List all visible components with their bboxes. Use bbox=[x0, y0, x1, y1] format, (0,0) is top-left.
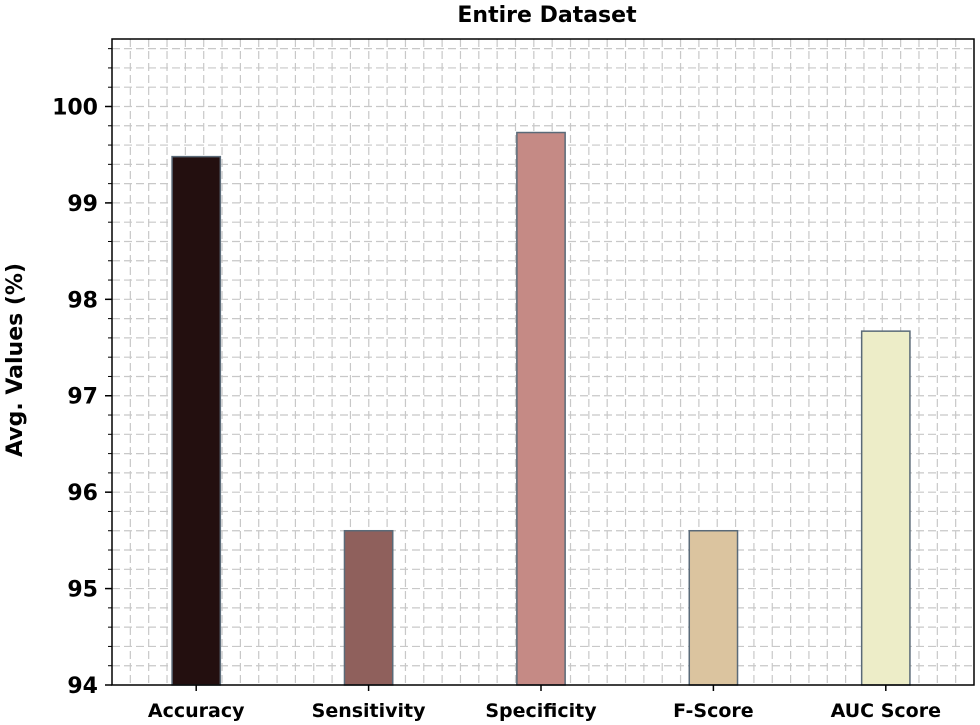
x-tick-label: Specificity bbox=[485, 700, 597, 722]
x-tick-label: F-Score bbox=[673, 700, 754, 722]
plot-area: Accuracy Sensitivity Specificity F-Score AUC… bbox=[52, 38, 975, 722]
y-tick-label: 100 bbox=[52, 95, 98, 120]
plot-frame bbox=[111, 38, 975, 686]
y-tick-label: 94 bbox=[67, 674, 98, 699]
bar-specificity bbox=[516, 131, 566, 686]
chart-title: Entire Dataset bbox=[457, 3, 637, 28]
y-tick-label: 97 bbox=[67, 385, 98, 410]
y-tick-label: 99 bbox=[67, 192, 98, 217]
bar-accuracy bbox=[171, 155, 222, 686]
x-tick-label: Sensitivity bbox=[312, 700, 426, 722]
y-tick-label: 98 bbox=[67, 288, 98, 313]
bar-sensitivity bbox=[343, 529, 394, 686]
y-axis-label: Avg. Values (%) bbox=[3, 263, 28, 457]
bar-f-score bbox=[688, 529, 739, 686]
x-tick-label: Accuracy bbox=[148, 700, 245, 722]
y-tick-label: 95 bbox=[67, 578, 98, 603]
x-tick-label: AUC Score bbox=[831, 700, 941, 722]
y-tick-label: 96 bbox=[67, 481, 98, 506]
bar-auc-score bbox=[860, 330, 911, 686]
